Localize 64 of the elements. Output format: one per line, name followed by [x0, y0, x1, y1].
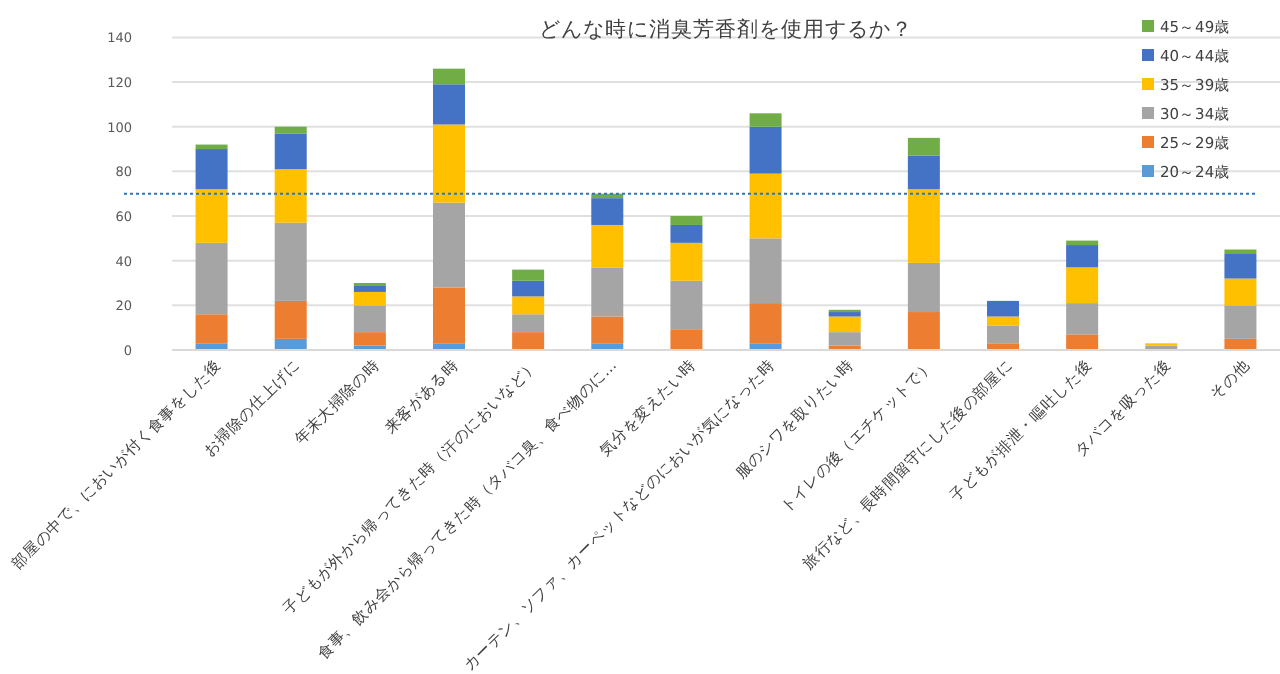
- bar: [353, 285, 386, 292]
- bar: [1224, 305, 1257, 339]
- bar: [195, 144, 228, 150]
- bar: [433, 68, 465, 85]
- bar: [274, 169, 307, 223]
- bar: [828, 332, 861, 346]
- bar: [353, 305, 386, 333]
- bar: [987, 300, 1019, 317]
- bar: [987, 316, 1019, 326]
- bar: [670, 216, 703, 225]
- bar: [433, 287, 465, 344]
- chart-title: どんな時に消臭芳香剤を使用するか？: [539, 16, 913, 42]
- bar: [1224, 253, 1257, 279]
- bar: [749, 238, 782, 304]
- bar: [1224, 278, 1257, 306]
- bar: [749, 126, 782, 174]
- bar: [749, 303, 782, 344]
- bar: [1066, 303, 1099, 335]
- bar: [987, 343, 1019, 350]
- bar: [274, 338, 307, 350]
- bar: [353, 332, 386, 346]
- bar: [512, 280, 545, 297]
- bar: [670, 224, 703, 243]
- bar: [433, 84, 465, 125]
- bar: [907, 155, 940, 190]
- bar: [670, 242, 703, 281]
- bar: [1224, 338, 1257, 350]
- bar: [907, 137, 940, 156]
- bar: [512, 269, 545, 281]
- bar: [670, 329, 703, 350]
- bar: [907, 262, 940, 313]
- bar: [195, 314, 228, 344]
- bar: [433, 343, 465, 350]
- bar: [195, 189, 228, 243]
- bar: [749, 343, 782, 350]
- bar: [195, 343, 228, 350]
- bar: [591, 224, 624, 268]
- bar: [512, 332, 545, 350]
- bar: [907, 189, 940, 263]
- bar: [433, 202, 465, 288]
- bar: [591, 267, 624, 317]
- bar: [749, 173, 782, 239]
- bar: [907, 312, 940, 350]
- bar: [274, 222, 307, 301]
- bar: [353, 291, 386, 306]
- bar: [512, 314, 545, 333]
- bar: [591, 198, 624, 225]
- bar: [670, 280, 703, 330]
- bar: [828, 316, 861, 333]
- bar: [195, 242, 228, 315]
- bar: [195, 149, 228, 190]
- bar: [512, 296, 545, 315]
- bar: [1066, 267, 1099, 304]
- bar: [987, 325, 1019, 344]
- bar: [274, 133, 307, 170]
- bar: [591, 343, 624, 350]
- bar: [1066, 245, 1099, 268]
- bar: [749, 113, 782, 127]
- bar: [591, 316, 624, 344]
- bar: [274, 126, 307, 134]
- bar: [274, 300, 307, 339]
- bar: [1066, 334, 1099, 350]
- bar: [433, 124, 465, 203]
- bar: [1066, 240, 1099, 246]
